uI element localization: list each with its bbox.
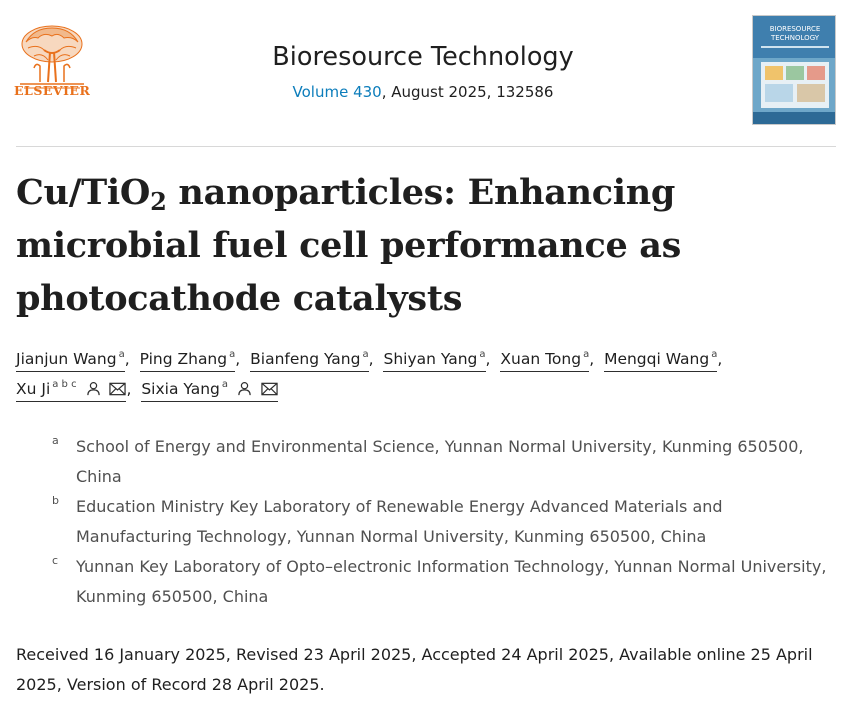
author-link-mengqi-wang[interactable]: Mengqi Wang a <box>604 349 718 372</box>
author-link-xuan-tong[interactable]: Xuan Tong a <box>500 349 590 372</box>
author-link-bianfeng-yang[interactable]: Bianfeng Yang a <box>250 349 369 372</box>
affiliation-text: Education Ministry Key Laboratory of Ren… <box>76 497 723 546</box>
journal-cover-thumbnail[interactable]: BIORESOURCE TECHNOLOGY <box>752 15 836 125</box>
envelope-icon <box>261 382 278 396</box>
author-link-shiyan-yang[interactable]: Shiyan Yang a <box>383 349 486 372</box>
affiliation-item: c Yunnan Key Laboratory of Opto–electron… <box>52 552 842 612</box>
author-link-sixia-yang[interactable]: Sixia Yang a <box>141 379 278 402</box>
cover-illustration: BIORESOURCE TECHNOLOGY <box>753 16 835 124</box>
elsevier-tree-logo[interactable] <box>14 14 90 100</box>
cover-title-line2: TECHNOLOGY <box>770 34 820 42</box>
author-list: Jianjun Wang a, Ping Zhang a, Bianfeng Yan… <box>16 344 836 404</box>
author-link-xu-ji[interactable]: Xu Ji a b c <box>16 379 127 402</box>
affiliation-text: Yunnan Key Laboratory of Opto–electronic… <box>76 557 827 606</box>
person-icon <box>86 381 100 396</box>
person-icon <box>238 381 251 396</box>
article-title: Cu/TiO2 nanoparticles: Enhancing microbi… <box>16 172 682 319</box>
journal-name-link[interactable]: Bioresource Technology <box>272 42 574 72</box>
journal-issue-info: Volume 430, August 2025, 132586 <box>150 83 696 101</box>
article-history-dates: Received 16 January 2025, Revised 23 Apr… <box>16 645 813 694</box>
affiliation-label: b <box>52 494 59 507</box>
title-subscript: 2 <box>150 187 167 216</box>
issue-date-number: , August 2025, 132586 <box>381 83 554 101</box>
journal-header: ELSEVIER Bioresource Technology Volume 4… <box>0 0 846 148</box>
affiliation-label: a <box>52 434 59 447</box>
author-link-jianjun-wang[interactable]: Jianjun Wang a <box>16 349 125 372</box>
affiliation-item: a School of Energy and Environmental Sci… <box>52 432 842 492</box>
author-link-ping-zhang[interactable]: Ping Zhang a <box>139 349 236 372</box>
header-divider <box>16 146 836 147</box>
cover-title-line1: BIORESOURCE <box>770 25 821 33</box>
affiliation-label: c <box>52 554 59 567</box>
affiliation-item: b Education Ministry Key Laboratory of R… <box>52 492 842 552</box>
affiliation-list: a School of Energy and Environmental Sci… <box>52 432 842 612</box>
affiliation-text: School of Energy and Environmental Scien… <box>76 437 804 486</box>
elsevier-wordmark: ELSEVIER <box>14 83 91 98</box>
volume-link[interactable]: Volume 430 <box>292 83 382 101</box>
envelope-icon <box>109 382 127 396</box>
